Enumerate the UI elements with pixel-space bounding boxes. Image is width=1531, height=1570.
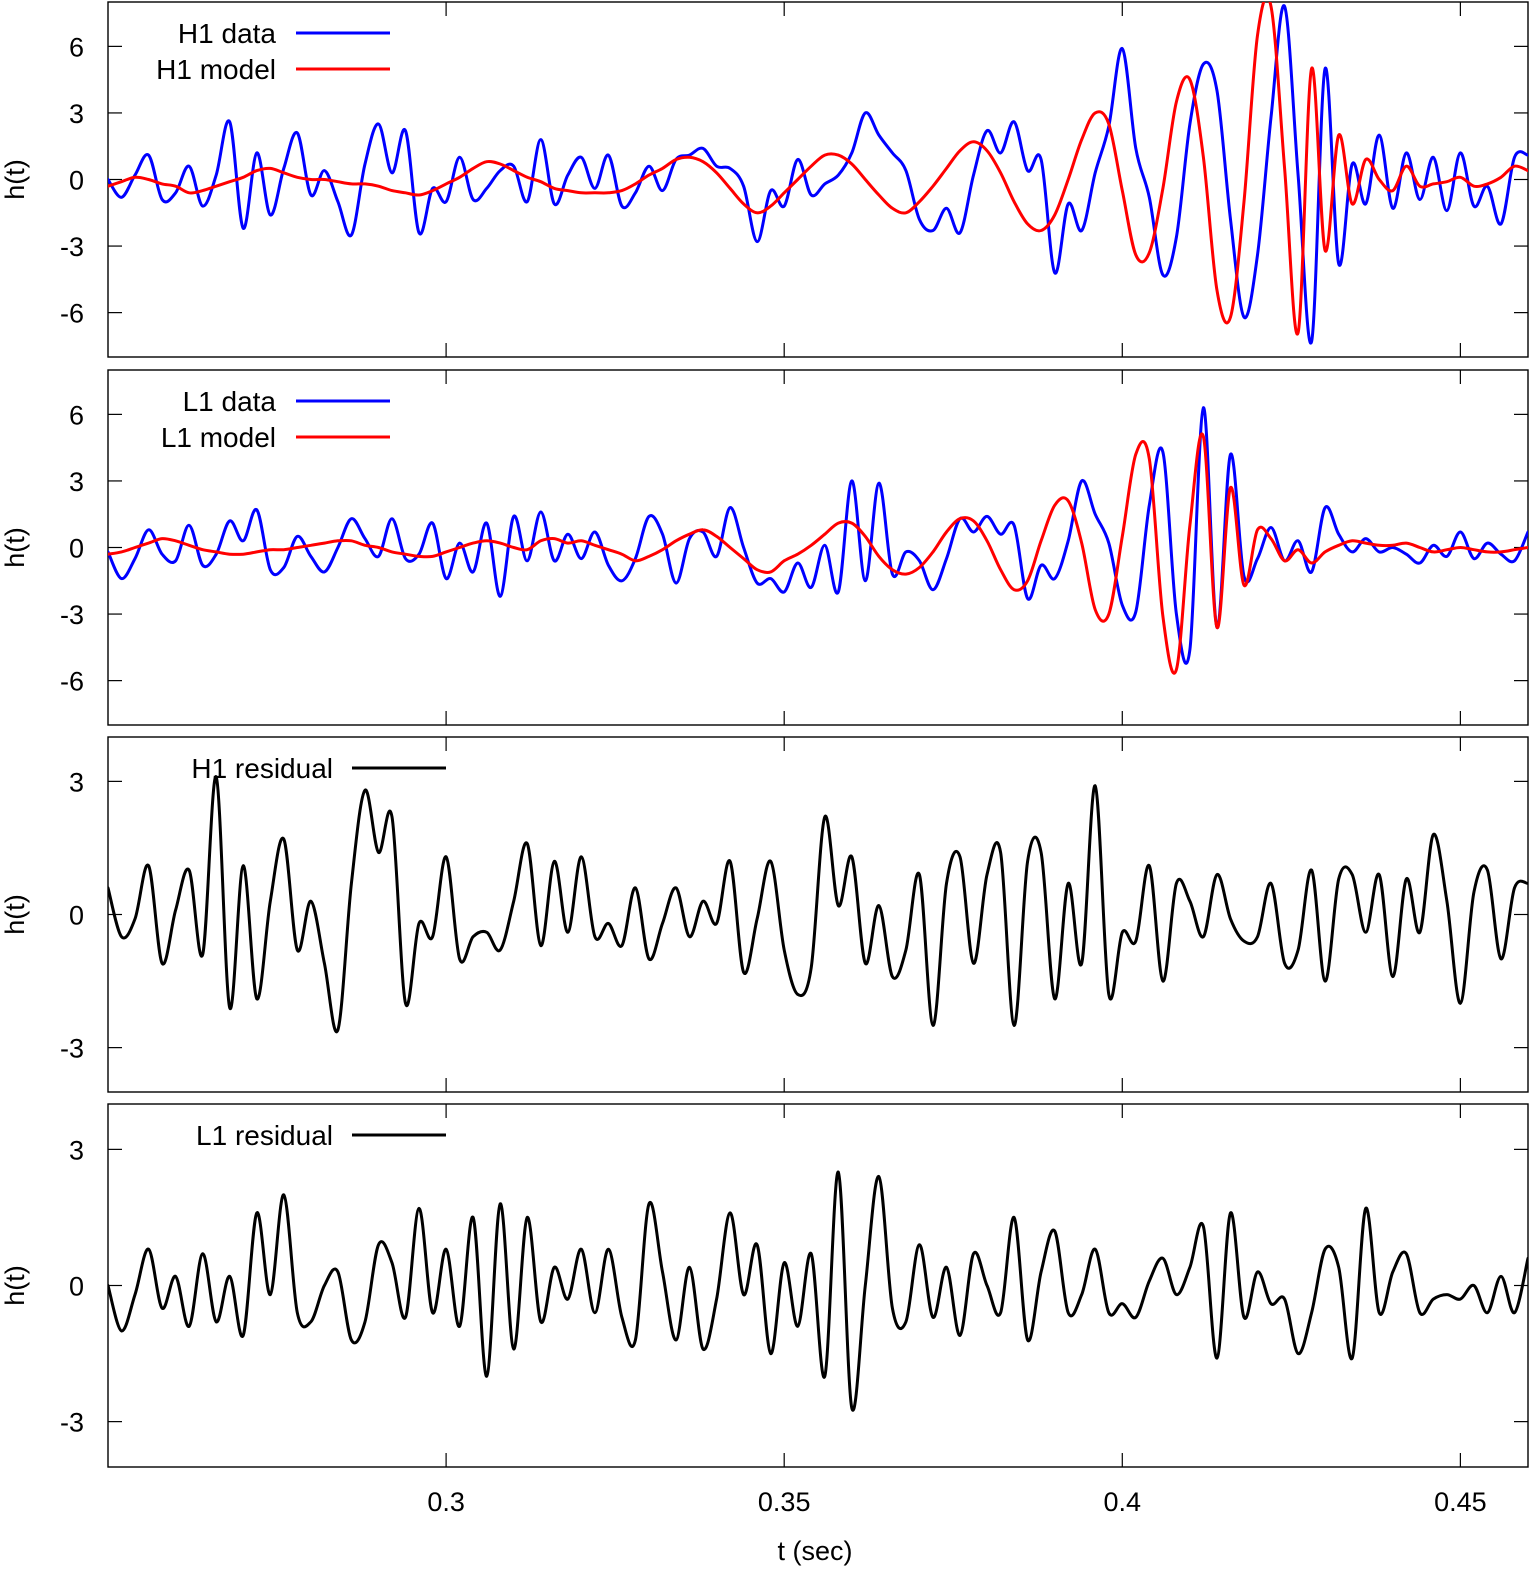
- y-tick-label: 3: [69, 99, 84, 129]
- panels: -6 -3 0 3 6 h(t) H1 data H1 model -6 -3 0 3 6 h(t) L1 …: [0, 1, 1529, 1517]
- x-tick-label: 0.4: [1104, 1487, 1142, 1517]
- series-group: [108, 406, 1528, 675]
- y-tick-label: -3: [60, 232, 84, 262]
- panel-3: -3 0 3 h(t) H1 residual: [0, 736, 1529, 1093]
- x-axis-label: t (sec): [777, 1536, 852, 1566]
- x-tick-label: 0.3: [427, 1487, 465, 1517]
- legend-label-h1-model: H1 model: [156, 54, 276, 85]
- y-tick-label: 0: [69, 534, 84, 564]
- y-tick-label: -6: [60, 299, 84, 329]
- legend-label-l1-model: L1 model: [161, 422, 276, 453]
- series-group: [108, 1170, 1528, 1412]
- l1-residual-line: [108, 1170, 1528, 1412]
- y-axis-label: h(t): [0, 1265, 30, 1306]
- x-tick-label: 0.45: [1434, 1487, 1487, 1517]
- panel-1: -6 -3 0 3 6 h(t) H1 data H1 model: [0, 1, 1529, 358]
- h1-residual-line: [108, 775, 1528, 1034]
- y-axis-label: h(t): [0, 527, 30, 568]
- legend-label-h1-data: H1 data: [178, 18, 276, 49]
- y-tick-label: 0: [69, 166, 84, 196]
- series-group: [108, 775, 1528, 1034]
- y-tick-label: -3: [60, 600, 84, 630]
- y-tick-label: 6: [69, 32, 84, 62]
- panel-4: -3 0 3 0.3 0.35 0.4 0.45 h(t) L1 residual: [0, 1103, 1529, 1517]
- panel-2: -6 -3 0 3 6 h(t) L1 data L1 model: [0, 369, 1529, 726]
- y-axis-label: h(t): [0, 894, 30, 935]
- y-tick-label: 3: [69, 1135, 84, 1165]
- y-tick-label: 0: [69, 901, 84, 931]
- y-tick-label: 6: [69, 400, 84, 430]
- y-tick-label: -6: [60, 667, 84, 697]
- y-tick-label: 3: [69, 467, 84, 497]
- y-tick-label: 3: [69, 767, 84, 797]
- y-tick-label: -3: [60, 1034, 84, 1064]
- l1-data-line: [108, 406, 1528, 665]
- h1-model-line: [108, 2, 1528, 336]
- legend-label-l1-residual: L1 residual: [196, 1120, 333, 1151]
- l1-model-line: [108, 432, 1528, 675]
- legend-label-l1-data: L1 data: [183, 386, 277, 417]
- y-axis-label: h(t): [0, 159, 30, 200]
- y-tick-label: -3: [60, 1408, 84, 1438]
- series-group: [108, 2, 1528, 345]
- x-tick-label: 0.35: [758, 1487, 811, 1517]
- legend-label-h1-residual: H1 residual: [191, 753, 333, 784]
- y-tick-label: 0: [69, 1272, 84, 1302]
- h1-data-line: [108, 4, 1528, 345]
